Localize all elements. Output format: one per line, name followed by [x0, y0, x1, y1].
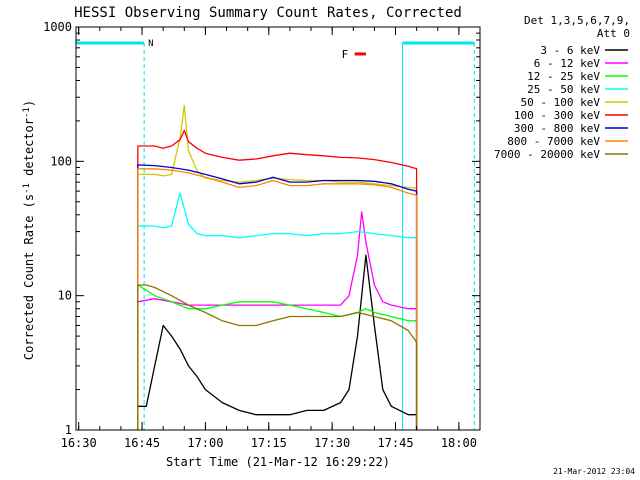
series-layer — [76, 41, 475, 430]
legend-label-7: 800 - 7000 keV — [507, 135, 600, 148]
y-axis-label-sup1: -1 — [22, 183, 32, 194]
plot-frame — [75, 26, 481, 431]
legend-label-2: 12 - 25 keV — [527, 70, 600, 83]
legend-label-3: 25 - 50 keV — [527, 83, 600, 96]
series-line-2 — [137, 284, 418, 430]
y-axis-label-sup2: -1 — [22, 107, 32, 118]
y-tick-label-3: 1000 — [43, 20, 72, 34]
x-axis: 16:30 16:45 17:00 17:15 17:30 17:45 18:00 — [61, 27, 481, 450]
detector-info: Det 1,3,5,6,7,9, — [524, 14, 630, 27]
x-tick-label-1: 16:45 — [124, 436, 160, 450]
x-axis-label: Start Time (21-Mar-12 16:29:22) — [166, 455, 390, 469]
x-tick-label-0: 16:30 — [61, 436, 97, 450]
y-axis-label-part2: detector — [22, 118, 36, 183]
x-tick-label-4: 17:30 — [314, 436, 350, 450]
series-line-1 — [137, 211, 418, 430]
legend-label-0: 3 - 6 keV — [540, 44, 600, 57]
y-tick-label-2: 100 — [50, 154, 72, 168]
legend-label-4: 50 - 100 keV — [521, 96, 601, 109]
night-marker-label: N — [148, 39, 153, 49]
series-line-6 — [137, 164, 418, 430]
x-tick-label-6: 18:00 — [441, 436, 477, 450]
y-axis-label-part3: ) — [22, 100, 36, 107]
y-axis-label-part1: Corrected Count Rate (s — [22, 194, 36, 360]
y-tick-label-1: 10 — [58, 289, 72, 303]
series-line-4 — [137, 104, 418, 430]
plot-area: NF — [76, 39, 475, 430]
series-line-5 — [137, 129, 418, 430]
series-line-8 — [137, 284, 418, 430]
x-tick-label-3: 17:15 — [251, 436, 287, 450]
y-tick-label-0: 1 — [65, 423, 72, 437]
legend-label-1: 6 - 12 keV — [534, 57, 601, 70]
timestamp: 21-Mar-2012 23:04 — [553, 467, 635, 476]
y-axis-label: Corrected Count Rate (s-1 detector-1) — [22, 100, 36, 360]
attenuator-info: Att 0 — [597, 27, 630, 40]
x-tick-label-2: 17:00 — [187, 436, 223, 450]
y-axis: 1 10 100 1000 — [43, 20, 480, 437]
legend-label-6: 300 - 800 keV — [514, 122, 600, 135]
legend-label-8: 7000 - 20000 keV — [494, 148, 600, 161]
series-line-7 — [137, 168, 418, 430]
series-line-3 — [137, 192, 418, 430]
flare-marker-label: F — [342, 48, 349, 61]
chart-title: HESSI Observing Summary Count Rates, Cor… — [74, 5, 462, 21]
legend-label-5: 100 - 300 keV — [514, 109, 600, 122]
series-line-0 — [137, 254, 418, 430]
x-tick-label-5: 17:45 — [377, 436, 413, 450]
